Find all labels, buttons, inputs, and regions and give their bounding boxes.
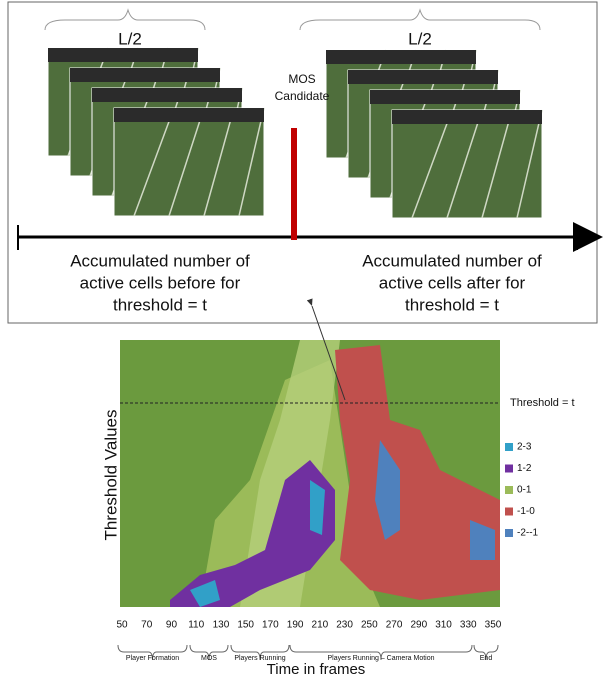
x-axis-label: Time in frames	[267, 661, 366, 677]
legend-label: 0-1	[517, 485, 532, 496]
legend-label: 1-2	[517, 463, 532, 474]
x-tick-label: 150	[237, 620, 254, 631]
stands	[370, 90, 520, 104]
figure: L/2 L/2 MOS Candidate Accumulated number of a…	[0, 0, 605, 677]
x-tick-label: 350	[485, 620, 502, 631]
x-tick-label: 110	[188, 620, 204, 631]
x-tick-label: 310	[435, 620, 452, 631]
stands	[392, 110, 542, 124]
caption: threshold = t	[405, 295, 499, 314]
stands	[48, 48, 198, 62]
stands	[70, 68, 220, 82]
video-frame	[114, 108, 264, 216]
x-tick-label: 50	[116, 620, 128, 631]
caption: Accumulated number of	[70, 251, 250, 270]
x-tick-label: 290	[410, 620, 427, 631]
caption: Accumulated number of	[362, 251, 542, 270]
x-tick-label: 330	[460, 620, 477, 631]
legend-label: -1-0	[517, 506, 535, 517]
caption: threshold = t	[113, 295, 207, 314]
legend-label: 2-3	[517, 442, 532, 453]
phase-label: End	[480, 655, 493, 662]
mos-label: MOS	[288, 72, 315, 86]
caption: active cells after for	[379, 273, 526, 292]
legend-swatch	[505, 443, 513, 451]
mos-label: Candidate	[275, 89, 330, 103]
y-axis-label: Threshold Values	[101, 409, 120, 540]
legend-label: -2--1	[517, 528, 539, 539]
stands	[92, 88, 242, 102]
stands	[326, 50, 476, 64]
x-tick-label: 190	[287, 620, 304, 631]
stands	[114, 108, 264, 122]
x-tick-label: 250	[361, 620, 378, 631]
phase-label: MOS	[201, 655, 217, 662]
video-frame	[392, 110, 542, 218]
caption: active cells before for	[80, 273, 241, 292]
phase-label: Player Formation	[126, 655, 179, 662]
x-tick-label: 90	[166, 620, 178, 631]
x-tick-label: 270	[386, 620, 403, 631]
x-tick-label: 130	[213, 620, 230, 631]
x-tick-label: 230	[336, 620, 353, 631]
legend-swatch	[505, 486, 513, 494]
legend-swatch	[505, 465, 513, 473]
stands	[348, 70, 498, 84]
group-label: L/2	[408, 29, 432, 48]
group-label: L/2	[118, 29, 142, 48]
legend-swatch	[505, 529, 513, 537]
legend-swatch	[505, 508, 513, 516]
x-tick-label: 210	[312, 620, 329, 631]
x-tick-label: 70	[141, 620, 153, 631]
threshold-label: Threshold = t	[510, 397, 575, 409]
x-tick-label: 170	[262, 620, 279, 631]
mos-marker	[291, 128, 297, 240]
